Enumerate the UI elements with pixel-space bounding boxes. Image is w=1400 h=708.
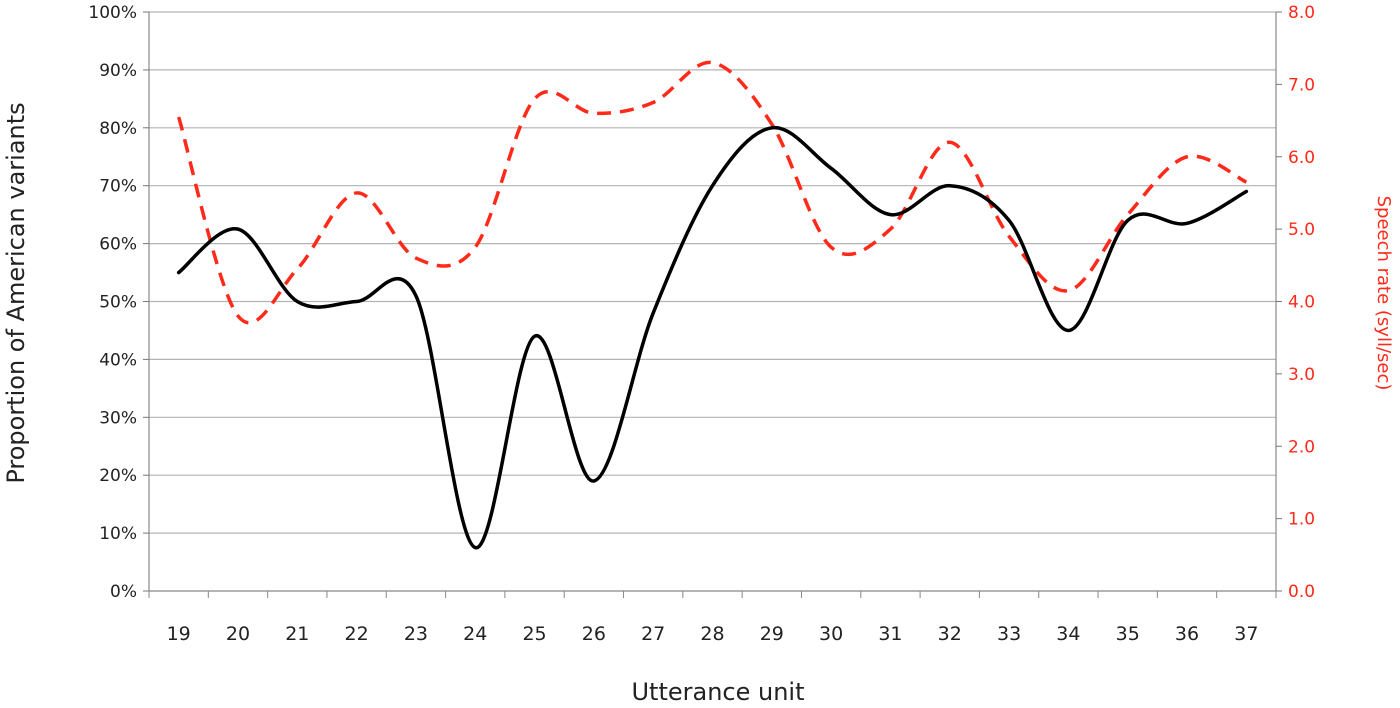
left-tick-label: 80% bbox=[99, 119, 137, 139]
left-tick-label: 90% bbox=[99, 61, 137, 81]
left-tick-label: 60% bbox=[99, 235, 137, 255]
x-tick-label: 31 bbox=[878, 623, 902, 645]
right-tick-label: 7.0 bbox=[1288, 75, 1315, 95]
y-axis-title: Proportion of American variants bbox=[2, 102, 30, 483]
x-tick-label: 34 bbox=[1056, 623, 1080, 645]
proportion-line bbox=[176, 126, 1249, 550]
x-tick-label: 23 bbox=[404, 623, 428, 645]
left-tick-label: 20% bbox=[99, 466, 137, 486]
right-tick-label: 4.0 bbox=[1288, 293, 1315, 313]
left-tick-label: 40% bbox=[99, 350, 137, 370]
right-axis-ticks: 0.0 1.0 2.0 3.0 4.0 5.0 6.0 7.0 8.0 bbox=[1276, 3, 1315, 602]
left-tick-label: 50% bbox=[99, 293, 137, 313]
right-tick-label: 3.0 bbox=[1288, 365, 1315, 385]
left-axis-ticks: 0% 10% 20% 30% 40% 50% 60% 70% 80% 90% 100% bbox=[88, 3, 149, 602]
right-tick-label: 0.0 bbox=[1288, 582, 1315, 602]
x-tick-label: 20 bbox=[226, 623, 250, 645]
x-tick-label: 25 bbox=[522, 623, 546, 645]
x-tick-label: 30 bbox=[819, 623, 843, 645]
left-tick-label: 0% bbox=[110, 582, 137, 602]
x-tick-label: 26 bbox=[582, 623, 606, 645]
left-tick-label: 30% bbox=[99, 408, 137, 428]
x-tick-label: 27 bbox=[641, 623, 665, 645]
right-tick-label: 8.0 bbox=[1288, 3, 1315, 23]
x-tick-label: 22 bbox=[345, 623, 369, 645]
left-tick-label: 100% bbox=[88, 3, 137, 23]
x-tick-label: 33 bbox=[997, 623, 1021, 645]
x-axis-ticks: 19 20 21 22 23 24 25 26 27 28 29 30 31 32 33 34 35 36 37 bbox=[148, 591, 1277, 645]
left-tick-label: 70% bbox=[99, 177, 137, 197]
speech-rate-line bbox=[176, 60, 1248, 325]
left-tick-label: 10% bbox=[99, 524, 137, 544]
y2-axis-title: Speech rate (syll/sec) bbox=[1373, 196, 1394, 391]
x-tick-label: 24 bbox=[463, 623, 487, 645]
x-tick-label: 19 bbox=[167, 623, 191, 645]
series-layer bbox=[176, 60, 1249, 550]
x-tick-label: 21 bbox=[285, 623, 309, 645]
x-tick-label: 32 bbox=[938, 623, 962, 645]
x-tick-label: 36 bbox=[1175, 623, 1199, 645]
x-tick-label: 35 bbox=[1116, 623, 1140, 645]
right-tick-label: 2.0 bbox=[1288, 437, 1315, 457]
right-tick-label: 1.0 bbox=[1288, 510, 1315, 530]
right-tick-label: 6.0 bbox=[1288, 148, 1315, 168]
x-tick-label: 37 bbox=[1234, 623, 1258, 645]
x-tick-label: 28 bbox=[700, 623, 724, 645]
gridlines bbox=[149, 11, 1276, 534]
right-tick-label: 5.0 bbox=[1288, 220, 1315, 240]
x-tick-label: 29 bbox=[760, 623, 784, 645]
x-axis-title: Utterance unit bbox=[631, 678, 804, 706]
